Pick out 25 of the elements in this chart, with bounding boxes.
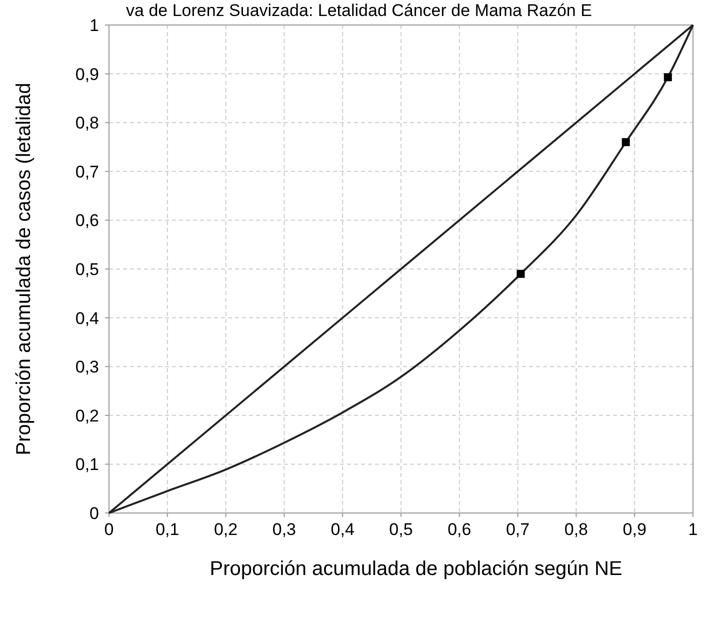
y-tick-label: 0,4 [75, 308, 99, 328]
y-axis-title: Proporción acumulada de casos (letalidad [13, 82, 35, 456]
x-tick-label: 0,6 [448, 520, 472, 539]
x-tick-label: 0,7 [506, 520, 530, 539]
y-tick-label: 0 [90, 504, 99, 523]
y-tick-label: 0,3 [75, 358, 99, 377]
x-tick-label: 0,5 [389, 520, 413, 539]
x-tick-label: 0,8 [564, 520, 588, 539]
y-tick-label: 0,9 [75, 64, 99, 84]
x-tick-label: 0,1 [156, 520, 180, 539]
x-tick-label: 0,4 [330, 520, 354, 539]
y-tick-label: 0,7 [75, 162, 99, 182]
y-tick-label: 0,2 [75, 406, 99, 426]
x-tick-label: 0,3 [272, 520, 296, 539]
y-tick-label: 0,8 [75, 114, 99, 133]
y-tick-label: 1 [90, 16, 99, 35]
y-tick-label: 0,1 [75, 455, 99, 474]
x-tick-label: 0 [104, 520, 114, 539]
y-tick-label: 0,6 [75, 211, 99, 230]
x-tick-label: 0,2 [214, 520, 238, 539]
x-tick-label: 0,9 [622, 520, 646, 539]
x-tick-label: 1 [688, 520, 698, 539]
y-tick-label: 0,5 [75, 260, 99, 279]
chart-title: va de Lorenz Suavizada: Letalidad Cáncer de Mama Razón E [126, 1, 592, 20]
x-axis-title: Proporción acumulada de población según NE [210, 558, 622, 580]
